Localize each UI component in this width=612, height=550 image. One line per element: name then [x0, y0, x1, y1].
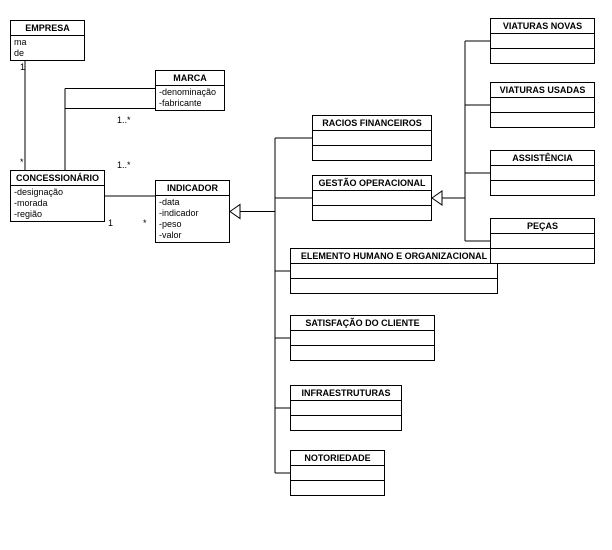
class-notor: NOTORIEDADE [290, 450, 385, 496]
class-empty-section [491, 234, 594, 249]
diagram-canvas: EMPRESAmade MARCA-denominação-fabricante C… [0, 0, 612, 550]
class-title: GESTÃO OPERACIONAL [313, 176, 431, 191]
class-attribute: -indicador [159, 208, 226, 219]
class-empresa: EMPRESAmade [10, 20, 85, 61]
class-empty-section [291, 466, 384, 481]
class-attribute: -morada [14, 198, 101, 209]
multiplicity-label: 1..* [117, 160, 131, 170]
class-empty-section [291, 264, 497, 279]
class-empty-section [491, 249, 594, 263]
class-title: VIATURAS USADAS [491, 83, 594, 98]
class-title: SATISFAÇÃO DO CLIENTE [291, 316, 434, 331]
class-attribute: -denominação [159, 87, 221, 98]
class-title: ASSISTÊNCIA [491, 151, 594, 166]
class-title: NOTORIEDADE [291, 451, 384, 466]
class-empty-section [291, 401, 401, 416]
class-empty-section [491, 49, 594, 63]
class-empty-section [491, 98, 594, 113]
multiplicity-label: * [20, 157, 24, 167]
class-marca: MARCA-denominação-fabricante [155, 70, 225, 111]
class-racios: RACIOS FINANCEIROS [312, 115, 432, 161]
multiplicity-label: 1 [20, 62, 25, 72]
class-title: EMPRESA [11, 21, 84, 36]
class-attribute: -designação [14, 187, 101, 198]
class-title: INFRAESTRUTURAS [291, 386, 401, 401]
multiplicity-label: 1..* [117, 115, 131, 125]
class-title: PEÇAS [491, 219, 594, 234]
class-title: RACIOS FINANCEIROS [313, 116, 431, 131]
class-empty-section [491, 34, 594, 49]
class-elemento: ELEMENTO HUMANO E ORGANIZACIONAL [290, 248, 498, 294]
class-empty-section [491, 166, 594, 181]
class-attribute: -valor [159, 230, 226, 241]
class-empty-section [291, 346, 434, 360]
class-vusadas: VIATURAS USADAS [490, 82, 595, 128]
class-attribute: de [14, 48, 81, 59]
class-assist: ASSISTÊNCIA [490, 150, 595, 196]
class-satisf: SATISFAÇÃO DO CLIENTE [290, 315, 435, 361]
class-attributes: -denominação-fabricante [156, 86, 224, 110]
class-attribute: -fabricante [159, 98, 221, 109]
class-vnovas: VIATURAS NOVAS [490, 18, 595, 64]
class-empty-section [291, 279, 497, 293]
class-empty-section [313, 131, 431, 146]
class-empty-section [491, 113, 594, 127]
class-indicador: INDICADOR-data-indicador-peso-valor [155, 180, 230, 243]
class-empty-section [291, 331, 434, 346]
class-title: INDICADOR [156, 181, 229, 196]
class-title: ELEMENTO HUMANO E ORGANIZACIONAL [291, 249, 497, 264]
class-attribute: -peso [159, 219, 226, 230]
class-empty-section [291, 416, 401, 430]
class-empty-section [491, 181, 594, 195]
class-empty-section [313, 206, 431, 220]
class-gestao: GESTÃO OPERACIONAL [312, 175, 432, 221]
class-title: CONCESSIONÁRIO [11, 171, 104, 186]
class-concession: CONCESSIONÁRIO-designação-morada-região [10, 170, 105, 222]
class-attributes: made [11, 36, 84, 60]
class-pecas: PEÇAS [490, 218, 595, 264]
multiplicity-label: 1 [108, 218, 113, 228]
class-title: MARCA [156, 71, 224, 86]
class-infra: INFRAESTRUTURAS [290, 385, 402, 431]
class-attributes: -data-indicador-peso-valor [156, 196, 229, 242]
class-empty-section [291, 481, 384, 495]
class-empty-section [313, 146, 431, 160]
multiplicity-label: * [143, 218, 147, 228]
class-empty-section [313, 191, 431, 206]
class-attributes: -designação-morada-região [11, 186, 104, 221]
class-attribute: ma [14, 37, 81, 48]
class-attribute: -região [14, 209, 101, 220]
class-title: VIATURAS NOVAS [491, 19, 594, 34]
class-attribute: -data [159, 197, 226, 208]
